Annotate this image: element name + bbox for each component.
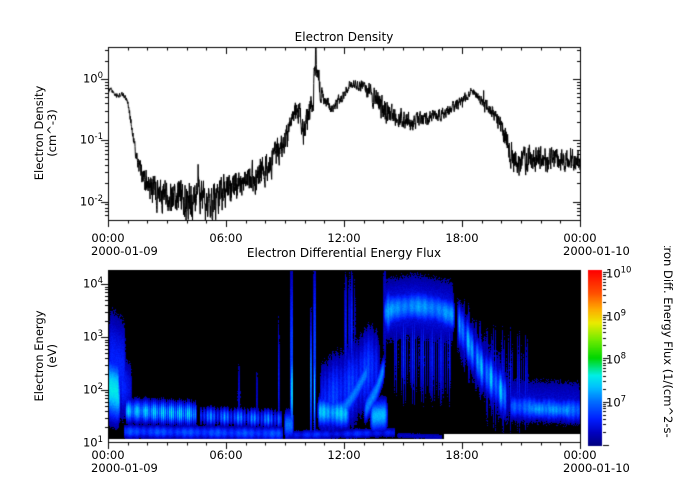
colorbar-tick-1e9: 109 (606, 308, 627, 324)
flux-xtick-1800: 18:00 (445, 448, 479, 462)
flux-date-right: 2000-01-10 (563, 461, 630, 475)
flux-xtick-0600: 06:00 (209, 448, 243, 462)
density-ytick-1e0: 100 (82, 70, 103, 86)
flux-date-left: 2000-01-09 (91, 461, 158, 475)
flux-plot-title: Electron Differential Energy Flux (246, 246, 442, 260)
density-ytick-1e-2: 10-2 (79, 193, 103, 209)
density-ytick-1e-1: 10-1 (79, 131, 103, 147)
flux-xtick-1200: 12:00 (327, 448, 361, 462)
energy-y-axis-label: Electron Energy (eV) (32, 310, 59, 401)
energy-y-axis-label-line2: (eV) (45, 344, 59, 368)
energy-ytick-1e3: 103 (82, 328, 103, 344)
colorbar-axis-label: tron Diff. Energy Flux (1/(cm^2-s- (661, 246, 675, 438)
density-y-axis-label: Electron Density (cm^-3) (32, 86, 59, 181)
density-xtick-0000-left: 00:00 (91, 231, 125, 245)
density-xtick-1200: 12:00 (327, 231, 361, 245)
colorbar-tick-1e10: 1010 (606, 265, 632, 281)
energy-ytick-1e1: 101 (82, 434, 103, 450)
density-date-left: 2000-01-09 (91, 244, 158, 258)
density-y-axis-label-line2: (cm^-3) (45, 109, 59, 157)
colorbar-tick-1e7: 107 (606, 394, 627, 410)
density-plot-title: Electron Density (294, 30, 394, 44)
density-date-right: 2000-01-10 (563, 244, 630, 258)
density-xtick-1800: 18:00 (445, 231, 479, 245)
density-xtick-0000-right: 00:00 (563, 231, 597, 245)
colorbar-tick-1e8: 108 (606, 351, 627, 367)
flux-xtick-0000-right: 00:00 (563, 448, 597, 462)
density-xtick-0600: 06:00 (209, 231, 243, 245)
flux-xtick-0000-left: 00:00 (91, 448, 125, 462)
energy-ytick-1e4: 104 (82, 275, 103, 291)
energy-ytick-1e2: 102 (82, 381, 103, 397)
colorbar-axis-label-wrap: tron Diff. Energy Flux (1/(cm^2-s- (648, 246, 687, 492)
